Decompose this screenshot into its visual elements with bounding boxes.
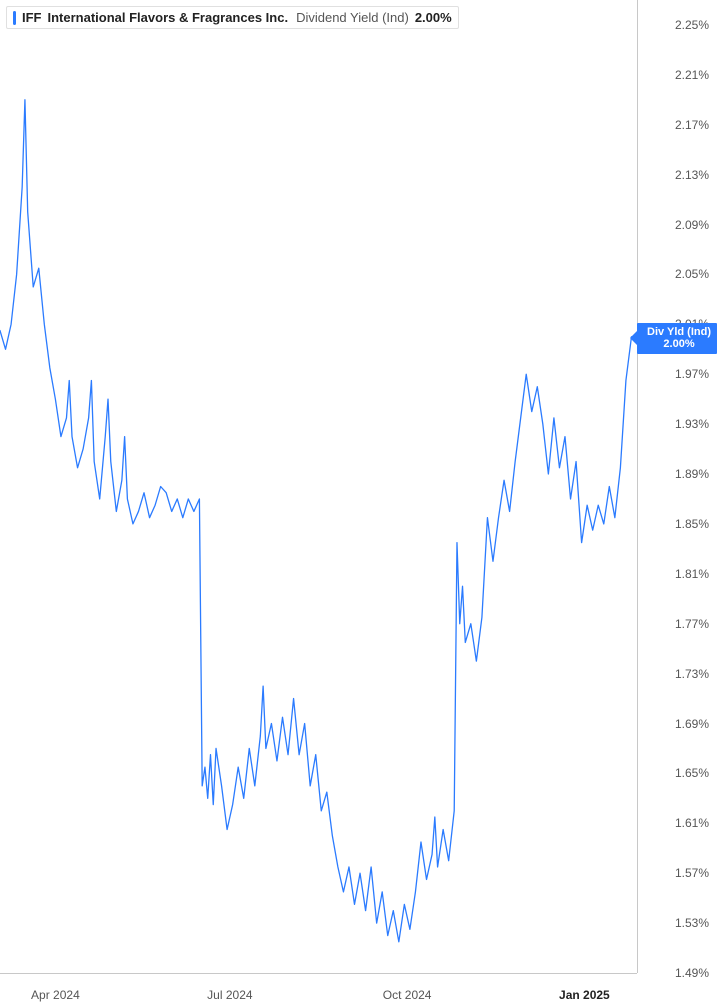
y-tick-label: 2.13% bbox=[675, 168, 709, 182]
x-tick-label: Jan 2025 bbox=[559, 988, 610, 1002]
x-tick-label: Oct 2024 bbox=[383, 988, 432, 1002]
legend-company-name: International Flavors & Fragrances Inc. bbox=[48, 10, 289, 25]
legend-series-label: Dividend Yield (Ind) bbox=[296, 10, 409, 25]
legend-ticker: IFF bbox=[22, 10, 42, 25]
x-tick-label: Jul 2024 bbox=[207, 988, 252, 1002]
y-tick-label: 1.93% bbox=[675, 417, 709, 431]
y-tick-label: 1.61% bbox=[675, 816, 709, 830]
y-tick-label: 1.53% bbox=[675, 916, 709, 930]
flag-label: Div Yld (Ind) bbox=[647, 326, 711, 339]
y-tick-label: 2.25% bbox=[675, 18, 709, 32]
line-chart bbox=[0, 0, 637, 973]
y-tick-label: 1.69% bbox=[675, 717, 709, 731]
y-tick-label: 2.05% bbox=[675, 267, 709, 281]
y-tick-label: 1.65% bbox=[675, 766, 709, 780]
y-tick-label: 1.89% bbox=[675, 467, 709, 481]
y-tick-label: 1.81% bbox=[675, 567, 709, 581]
y-tick-label: 1.57% bbox=[675, 866, 709, 880]
x-tick-label: Apr 2024 bbox=[31, 988, 80, 1002]
chart-container: 2.25%2.21%2.17%2.13%2.09%2.05%2.01%1.97%… bbox=[0, 0, 717, 1005]
y-tick-label: 1.97% bbox=[675, 367, 709, 381]
x-axis-line bbox=[0, 973, 637, 974]
y-tick-label: 1.77% bbox=[675, 617, 709, 631]
y-tick-label: 1.49% bbox=[675, 966, 709, 980]
y-axis-line bbox=[637, 0, 638, 973]
y-tick-label: 1.73% bbox=[675, 667, 709, 681]
legend-current-value: 2.00% bbox=[415, 10, 452, 25]
y-tick-label: 2.09% bbox=[675, 218, 709, 232]
legend-color-tick bbox=[13, 11, 16, 25]
flag-value: 2.00% bbox=[647, 338, 711, 351]
y-tick-label: 2.21% bbox=[675, 68, 709, 82]
last-value-flag: Div Yld (Ind) 2.00% bbox=[637, 323, 717, 354]
chart-legend[interactable]: IFF International Flavors & Fragrances I… bbox=[6, 6, 459, 29]
y-tick-label: 1.85% bbox=[675, 517, 709, 531]
y-tick-label: 2.17% bbox=[675, 118, 709, 132]
